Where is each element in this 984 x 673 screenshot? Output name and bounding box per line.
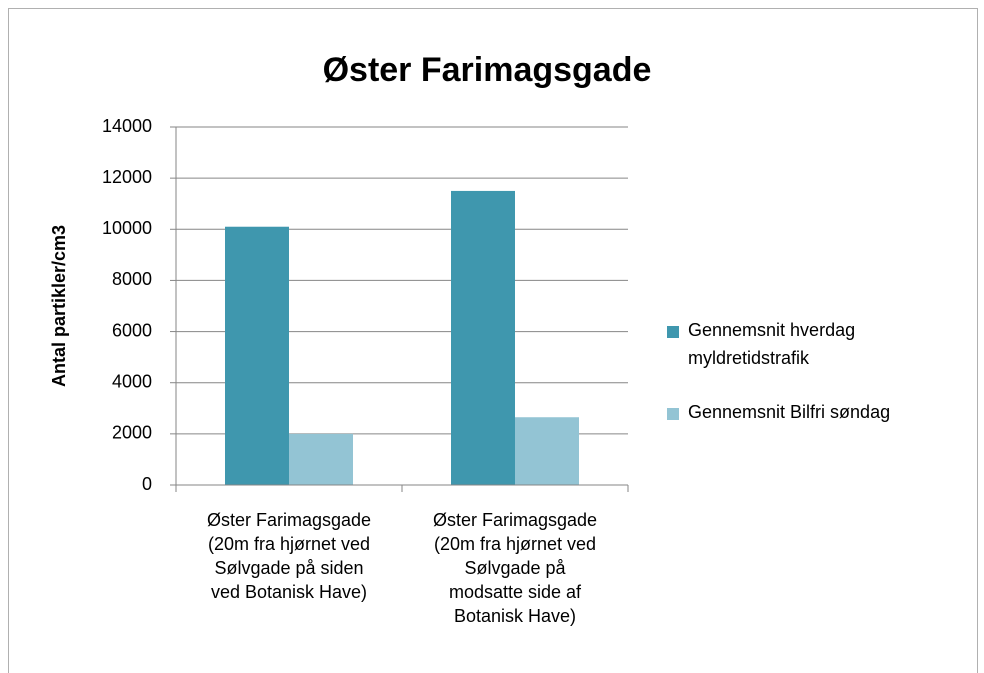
y-tick-label: 6000: [112, 320, 152, 340]
y-axis-label: Antal partikler/cm3: [49, 225, 69, 387]
y-tick-label: 12000: [102, 167, 152, 187]
y-tick-label: 14000: [102, 116, 152, 136]
y-tick-label: 2000: [112, 423, 152, 443]
y-tick-label: 4000: [112, 371, 152, 391]
legend-swatch: [667, 326, 679, 338]
x-tick-label: Øster Farimagsgade (20m fra hjørnet ved …: [206, 510, 372, 602]
x-tick-label: Øster Farimagsgade (20m fra hjørnet ved …: [432, 510, 598, 626]
bar: [289, 433, 353, 485]
legend-swatch: [667, 408, 679, 420]
chart-title: Øster Farimagsgade: [323, 51, 652, 89]
chart-border: [8, 8, 978, 673]
legend-label: Gennemsnit Bilfri søndag: [688, 402, 891, 422]
y-tick-label: 8000: [112, 269, 152, 289]
bar: [225, 226, 289, 485]
y-tick-label: 10000: [102, 218, 152, 238]
y-tick-label: 0: [142, 474, 152, 494]
bar: [451, 190, 515, 485]
bar: [515, 417, 579, 485]
legend-label: Gennemsnit hverdag myldretidstrafik: [688, 320, 856, 368]
